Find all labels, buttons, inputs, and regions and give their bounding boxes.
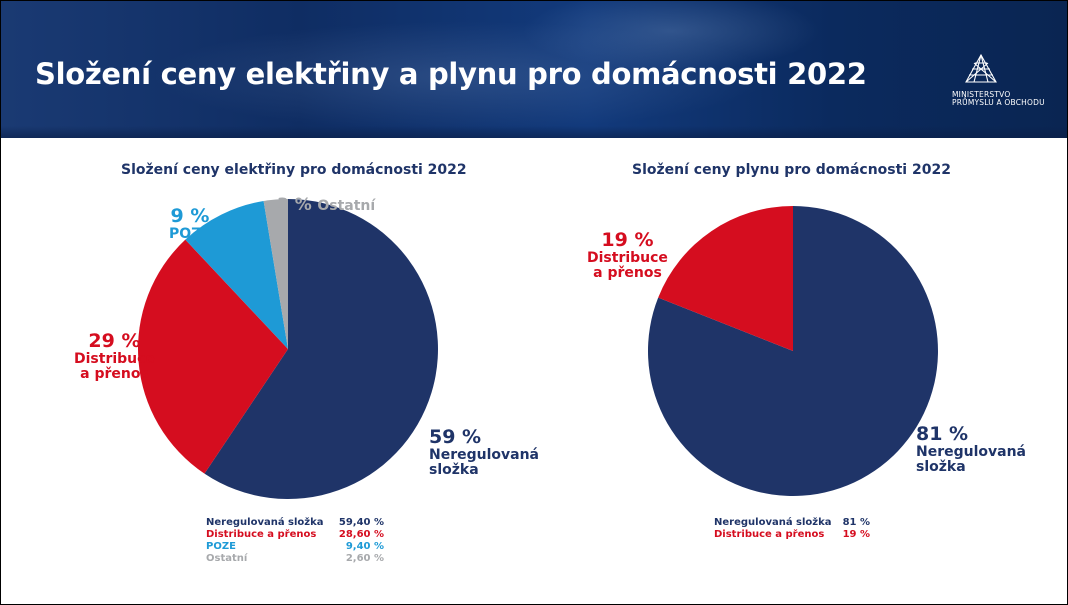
gas-label-distribuce: 19 % Distribuce a přenos [587,230,668,282]
gas-label-neregulovana: 81 % Neregulovaná složka [916,424,1026,476]
legend-label: Ostatní [206,553,248,564]
electricity-legend: Neregulovaná složka 59,40 % Distribuce a… [206,517,384,565]
electricity-label-name: Ostatní [317,198,376,214]
electricity-label-name: Neregulovaná [429,446,540,463]
electricity-chart-title: Složení ceny elektřiny pro domácnosti 20… [121,162,467,178]
legend-row: Neregulovaná složka 81 % [714,517,870,529]
pie-slice-distribuce-a-prenos [658,206,793,351]
legend-row: Distribuce a přenos 28,60 % [206,529,384,541]
gas-legend: Neregulovaná složka 81 % Distribuce a př… [714,517,870,541]
legend-label: Neregulovaná složka [714,517,832,528]
page-title: Složení ceny elektřiny a plynu pro domác… [35,57,867,91]
gas-label-pct: 19 % [601,229,654,251]
pie-slice-neregulovana-slozka [204,199,439,499]
pie-slice-ostatni [263,199,288,349]
legend-value: 19 % [842,529,870,540]
legend-value: 81 % [842,517,870,528]
legend-value: 2,60 % [345,553,384,564]
legend-row: Ostatní 2,60 % [206,553,384,565]
legend-value: 28,60 % [338,529,384,540]
header-bottom-shade [1,126,1067,138]
pie-slice-poze [185,201,288,349]
legend-row: POZE 9,40 % [206,541,384,553]
legend-label: Distribuce a přenos [714,529,825,540]
electricity-label-pct: 29 % [88,330,141,352]
gas-chart-title: Složení ceny plynu pro domácnosti 2022 [632,162,951,178]
ministry-emblem-icon [965,53,997,83]
legend-row: Distribuce a přenos 19 % [714,529,870,541]
legend-value: 59,40 % [338,517,384,528]
electricity-label-name: složka [429,462,479,479]
gas-label-name: složka [916,459,966,476]
electricity-label-name: a přenos [80,366,149,383]
electricity-label-neregulovana: 59 % Neregulovaná složka [429,427,539,479]
legend-row: Neregulovaná složka 59,40 % [206,517,384,529]
pie-slice-neregulovana-slozka [647,206,938,496]
legend-label: Distribuce a přenos [206,529,317,540]
electricity-label-distribuce: 29 % Distribuce a přenos [74,331,155,383]
gas-label-name: a přenos [593,265,662,282]
logo-line-2: PRŮMYSLU A OBCHODU [952,98,1045,107]
electricity-label-name: Distribuce [74,350,155,367]
header-background-glow [521,1,821,71]
header-banner: Složení ceny elektřiny a plynu pro domác… [1,1,1067,138]
legend-label: POZE [206,541,236,552]
electricity-label-poze: 9 % POZE [169,206,211,242]
gas-label-name: Distribuce [587,249,668,266]
gas-label-name: Neregulovaná [916,443,1027,460]
electricity-label-pct: 3 % [277,195,312,215]
ministry-logo: MINISTERSTVO PRŮMYSLU A OBCHODU [952,51,1052,107]
header-background-blur [151,21,771,131]
gas-label-pct: 81 % [916,423,969,445]
electricity-label-pct: 59 % [429,426,482,448]
logo-line-1: MINISTERSTVO [952,90,1011,99]
legend-label: Neregulovaná složka [206,517,324,528]
electricity-label-ostatni: 3 % Ostatní [277,196,375,215]
electricity-label-name: POZE [169,225,211,242]
pie-slice-distribuce-a-prenos [137,239,288,474]
legend-value: 9,40 % [345,541,384,552]
electricity-label-pct: 9 % [170,205,210,227]
